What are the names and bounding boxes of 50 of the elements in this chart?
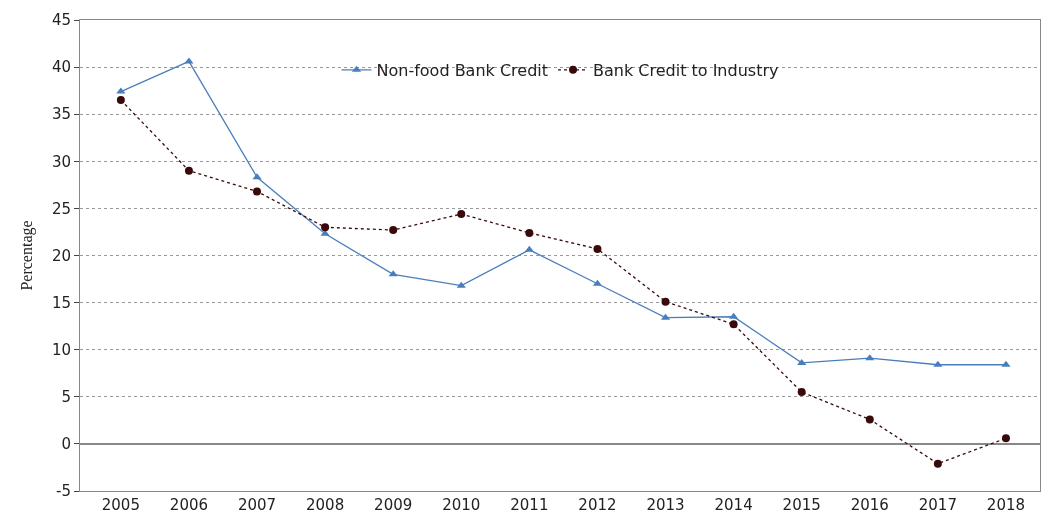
legend-label: Bank Credit to Industry — [593, 61, 779, 81]
point — [933, 459, 942, 468]
point — [1001, 434, 1010, 443]
point — [116, 96, 125, 105]
point — [797, 388, 806, 397]
point — [593, 244, 602, 253]
x-tick-label: 2018 — [986, 496, 1026, 514]
x-tick-label: 2007 — [237, 496, 277, 514]
x-tick-label: 2011 — [510, 496, 549, 514]
x-tick-label: 2006 — [169, 496, 209, 514]
x-tick-label: 2015 — [782, 496, 821, 514]
point — [1001, 360, 1011, 367]
x-tick-label: 2016 — [850, 496, 889, 514]
point — [253, 187, 262, 196]
point — [797, 358, 807, 365]
x-tick-label: 2009 — [374, 496, 413, 514]
y-tick-label: 40 — [51, 58, 71, 77]
point — [321, 223, 330, 232]
point — [184, 166, 193, 175]
y-tick-label: 20 — [51, 246, 71, 265]
y-axis-title: Percentage — [17, 220, 36, 291]
point — [933, 360, 943, 367]
x-tick-label: 2008 — [306, 496, 345, 514]
legend-label: Non-food Bank Credit — [376, 61, 549, 81]
point — [389, 226, 398, 235]
y-tick-label: 0 — [61, 435, 71, 454]
point — [865, 415, 874, 424]
x-tick-label: 2013 — [646, 496, 685, 514]
point — [524, 245, 534, 252]
point — [456, 281, 466, 288]
y-tick-label: 45 — [51, 11, 71, 30]
y-tick-label: 25 — [51, 199, 71, 218]
x-tick-label: 2012 — [578, 496, 617, 514]
x-tick-label: 2017 — [918, 496, 957, 514]
point — [729, 320, 738, 329]
x-tick-label: 2010 — [442, 496, 481, 514]
y-tick-label: 5 — [61, 388, 71, 407]
y-tick-label: 15 — [51, 293, 71, 312]
x-tick-label: 2005 — [101, 496, 140, 514]
point — [525, 228, 534, 237]
point — [865, 354, 875, 361]
y-tick-label: 35 — [51, 105, 71, 124]
point — [457, 210, 466, 219]
x-tick-label: 2014 — [714, 496, 753, 514]
y-tick-label: -5 — [56, 482, 71, 501]
point — [729, 312, 739, 319]
y-tick-label: 30 — [51, 152, 71, 171]
y-tick-label: 10 — [51, 340, 71, 359]
point — [116, 87, 126, 94]
point — [661, 297, 670, 306]
